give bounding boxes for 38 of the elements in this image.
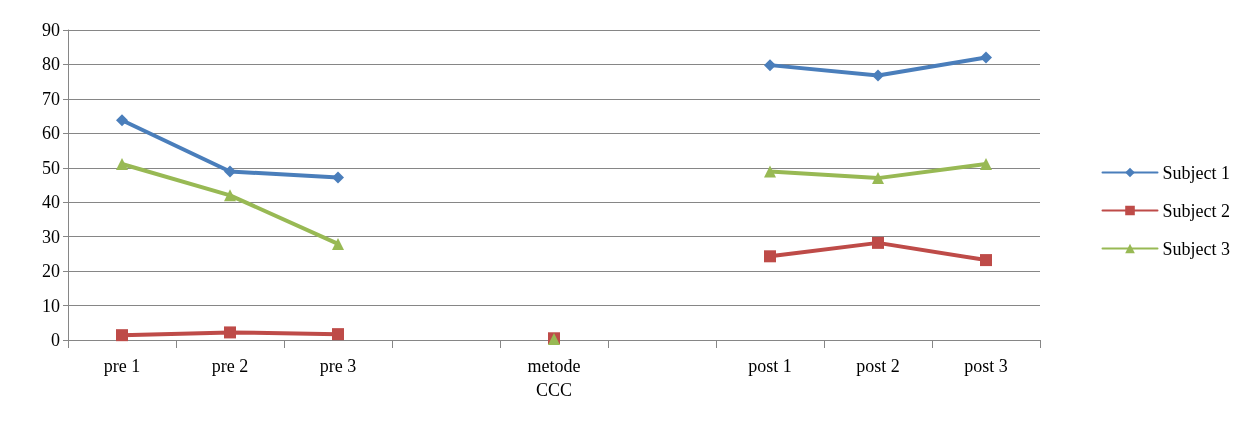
point [224,165,236,178]
point [764,250,776,263]
y-tick-label: 10 [42,295,60,316]
point [980,254,992,267]
y-tick-label: 30 [42,226,60,247]
y-tick-label: 90 [42,20,60,40]
y-tick-label: 50 [42,157,60,178]
point [332,328,344,341]
legend-label: Subject 2 [1162,200,1231,221]
point [332,237,344,250]
point [224,189,236,202]
y-tick-label: 60 [42,123,60,144]
point [980,51,992,64]
x-tick-label: post 3 [964,356,1008,376]
point [116,157,128,170]
point [224,326,236,339]
x-tick-label: pre 1 [103,356,141,376]
x-tick-label: pre 3 [319,356,357,376]
point [872,172,884,185]
x-tick-label: pre 2 [211,356,249,376]
y-tick-label: 80 [42,54,60,75]
point [116,114,128,127]
legend-label: Subject 3 [1162,238,1231,259]
point [980,157,992,170]
y-tick-label: 70 [42,88,60,109]
point [116,329,128,342]
y-tick-label: 20 [42,261,60,282]
point [332,171,344,184]
y-tick-label: 0 [51,330,60,350]
x-tick-label: post 2 [856,356,900,376]
x-tick-label: metode CCC [527,356,581,400]
point [872,69,884,82]
point [764,59,776,72]
x-tick-label: post 1 [748,356,792,376]
y-tick-label: 40 [42,192,60,213]
point [872,236,884,249]
point [764,165,776,178]
legend-label: Subject 1 [1162,162,1231,183]
